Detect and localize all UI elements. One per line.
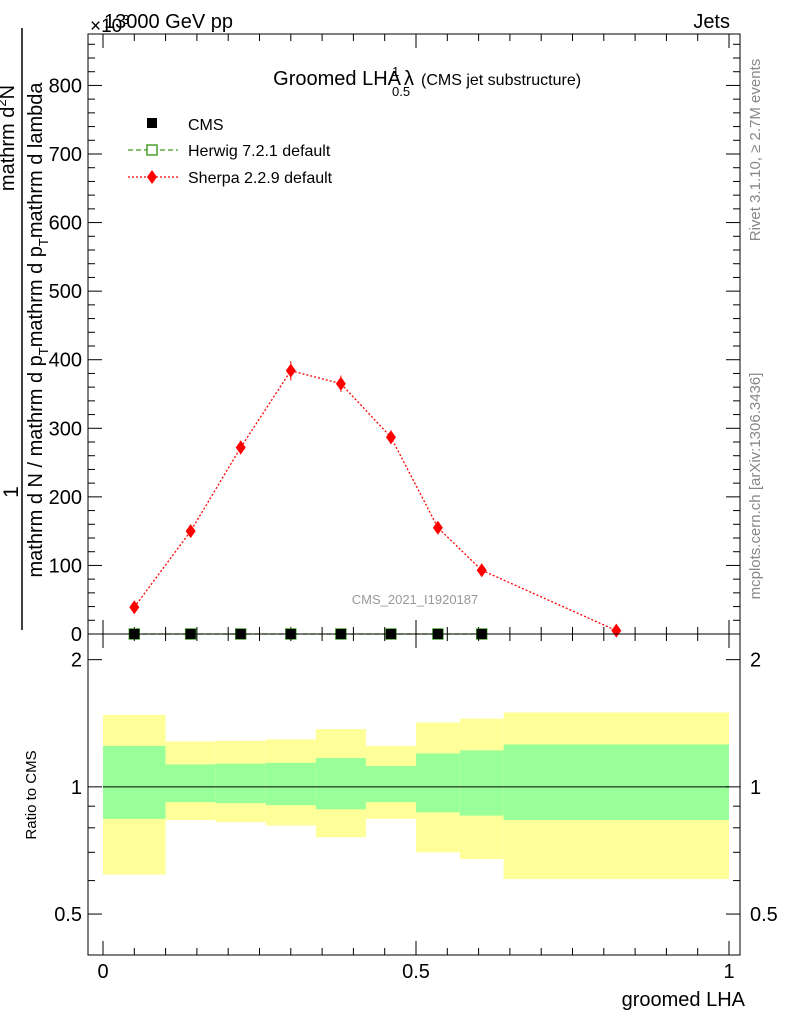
ratio-band-inner	[215, 763, 266, 804]
y-label-denominator: mathrm d N / mathrm d pTmathrm d pTmathr…	[25, 82, 51, 578]
y-label-prefix: 1	[0, 486, 23, 498]
rivet-label: Rivet 3.1.10, ≥ 2.7M events	[747, 59, 764, 242]
ratio-y-axis: 0.5 0.5 1 1 2 2	[54, 650, 778, 956]
analysis-watermark: CMS_2021_I1920187	[352, 592, 479, 607]
legend-marker-sherpa	[147, 170, 157, 184]
mcplots-label: mcplots.cern.ch [arXiv:1306.3436]	[747, 373, 764, 600]
sherpa-point	[432, 520, 443, 535]
ratio-band-inner	[103, 745, 166, 819]
x-tick-label: 0.5	[402, 961, 430, 983]
header-process: Jets	[693, 11, 730, 33]
ratio-band-inner	[315, 758, 366, 810]
ratio-y-tick-label: 0.5	[54, 904, 82, 926]
y-tick-label: 200	[49, 487, 82, 509]
sherpa-point	[185, 524, 196, 539]
ratio-panel: 0.5 0.51 12 2 0 0.5 1 Ratio to CMS groomed LH…	[23, 633, 778, 1011]
y-tick-label: 300	[49, 418, 82, 440]
main-plot-frame	[87, 33, 741, 635]
legend-label-herwig: Herwig 7.2.1 default	[188, 143, 331, 160]
main-y-label: 1 mathrm d2N mathrm d N / mathrm d pTmat…	[0, 28, 51, 630]
ratio-band-inner	[459, 750, 504, 816]
ratio-y-tick-label-right: 1	[750, 777, 761, 799]
y-tick-label: 700	[49, 144, 82, 166]
legend-label-cms: CMS	[188, 117, 224, 134]
sherpa-point	[285, 363, 296, 378]
ratio-y-tick-label: 2	[71, 650, 82, 672]
x-axis-label: groomed LHA	[622, 989, 746, 1011]
legend: CMS Herwig 7.2.1 default Sherpa 2.2.9 de…	[128, 117, 333, 187]
chart-subtitle: (CMS jet substructure)	[421, 72, 581, 89]
ratio-band-inner	[265, 762, 316, 806]
y-label-numerator: mathrm d2N	[0, 85, 19, 191]
main-panel: 0 100 200 300 400 500 600 700 800 Groomed LHA λ 1…	[0, 28, 741, 646]
x-tick-label: 1	[723, 961, 734, 983]
sherpa-point	[335, 376, 346, 391]
ratio-band-inner	[503, 744, 729, 820]
sherpa-point	[129, 600, 140, 615]
chart-title-sub: 0.5	[392, 84, 410, 99]
ratio-y-tick-label-right: 0.5	[750, 904, 778, 926]
sherpa-point	[235, 440, 246, 455]
main-y-axis: 0 100 200 300 400 500 600 700 800	[49, 43, 740, 646]
ratio-y-tick-label-right: 2	[750, 650, 761, 672]
y-tick-label: 0	[71, 624, 82, 646]
legend-marker-herwig	[146, 144, 158, 156]
legend-label-sherpa: Sherpa 2.2.9 default	[188, 170, 333, 187]
x-tick-label: 0	[97, 961, 108, 983]
ratio-y-tick-label: 1	[71, 777, 82, 799]
main-x-ticks	[102, 34, 730, 634]
y-tick-label: 400	[49, 350, 82, 372]
chart-title: Groomed LHA λ	[273, 68, 414, 90]
header-exponent: ×103	[90, 12, 129, 37]
y-tick-label: 100	[49, 555, 82, 577]
chart-title-sup: 1	[392, 64, 399, 79]
header-energy: 13000 GeV pp	[104, 11, 233, 33]
ratio-plot-frame	[87, 633, 741, 956]
sherpa-point	[611, 623, 622, 638]
ratio-bands	[103, 712, 729, 880]
sherpa-point	[476, 563, 487, 578]
ratio-y-label: Ratio to CMS	[23, 750, 40, 839]
legend-marker-cms	[147, 118, 157, 128]
sherpa-point	[385, 430, 396, 445]
y-tick-label: 500	[49, 281, 82, 303]
y-tick-label: 800	[49, 75, 82, 97]
ratio-band-inner	[416, 753, 460, 813]
ratio-x-axis: 0 0.5 1	[97, 634, 735, 983]
ratio-band-inner	[165, 764, 216, 803]
ratio-band-inner	[365, 766, 416, 803]
y-tick-label: 600	[49, 213, 82, 235]
